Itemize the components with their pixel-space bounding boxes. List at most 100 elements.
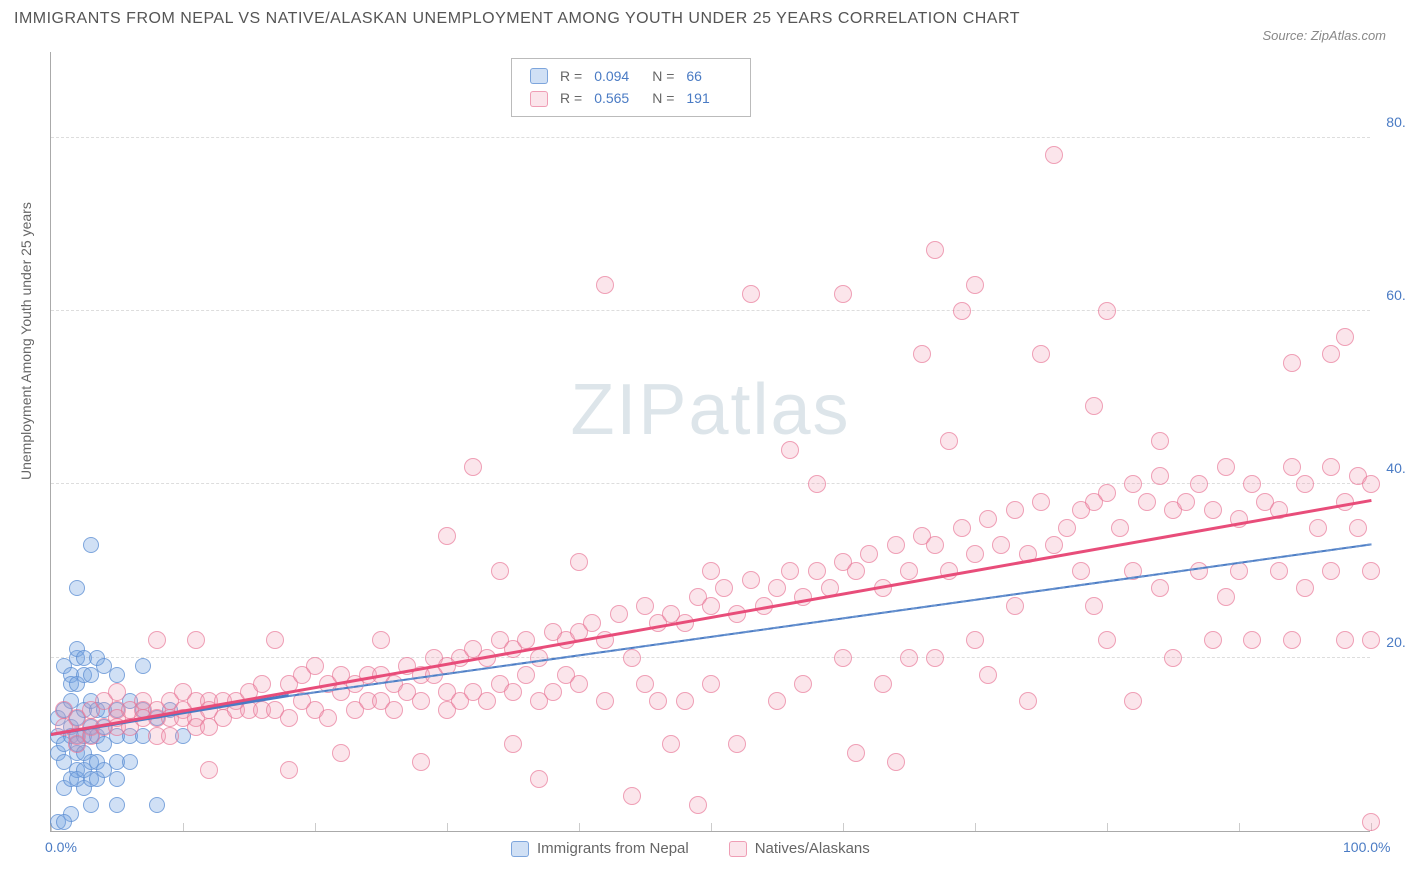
data-point: [1151, 467, 1169, 485]
x-tick: [711, 823, 712, 831]
y-tick-label: 20.0%: [1386, 634, 1406, 650]
data-point: [1032, 345, 1050, 363]
data-point: [280, 709, 298, 727]
data-point: [913, 345, 931, 363]
data-point: [504, 735, 522, 753]
data-point: [1362, 813, 1380, 831]
data-point: [649, 692, 667, 710]
data-point: [1283, 631, 1301, 649]
data-point: [781, 441, 799, 459]
data-point: [1217, 588, 1235, 606]
data-point: [1085, 597, 1103, 615]
data-point: [834, 649, 852, 667]
data-point: [583, 614, 601, 632]
data-point: [1243, 631, 1261, 649]
data-point: [860, 545, 878, 563]
data-point: [517, 666, 535, 684]
data-point: [900, 649, 918, 667]
x-tick-label: 0.0%: [45, 839, 77, 855]
data-point: [69, 580, 85, 596]
data-point: [1322, 345, 1340, 363]
data-point: [768, 692, 786, 710]
data-point: [992, 536, 1010, 554]
source-credit: Source: ZipAtlas.com: [1262, 28, 1386, 43]
data-point: [1019, 692, 1037, 710]
data-point: [676, 692, 694, 710]
data-point: [702, 562, 720, 580]
data-point: [1270, 562, 1288, 580]
data-point: [1006, 597, 1024, 615]
data-point: [544, 683, 562, 701]
data-point: [1190, 562, 1208, 580]
x-tick: [315, 823, 316, 831]
data-point: [834, 285, 852, 303]
data-point: [702, 675, 720, 693]
data-point: [570, 553, 588, 571]
x-tick: [843, 823, 844, 831]
data-point: [728, 735, 746, 753]
data-point: [1283, 354, 1301, 372]
data-point: [623, 649, 641, 667]
data-point: [1138, 493, 1156, 511]
data-point: [1362, 631, 1380, 649]
x-tick: [183, 823, 184, 831]
data-point: [953, 519, 971, 537]
data-point: [808, 562, 826, 580]
data-point: [847, 744, 865, 762]
x-tick: [1107, 823, 1108, 831]
data-point: [385, 701, 403, 719]
data-point: [1058, 519, 1076, 537]
data-point: [781, 562, 799, 580]
data-point: [966, 276, 984, 294]
data-point: [438, 527, 456, 545]
data-point: [794, 675, 812, 693]
data-point: [109, 771, 125, 787]
data-point: [108, 683, 126, 701]
data-point: [1098, 484, 1116, 502]
data-point: [1085, 397, 1103, 415]
data-point: [808, 475, 826, 493]
legend-item: Immigrants from Nepal: [511, 840, 689, 857]
data-point: [926, 241, 944, 259]
data-point: [596, 692, 614, 710]
data-point: [412, 692, 430, 710]
data-point: [1032, 493, 1050, 511]
data-point: [1045, 536, 1063, 554]
series-legend: Immigrants from NepalNatives/Alaskans: [511, 840, 870, 857]
y-tick-label: 60.0%: [1386, 287, 1406, 303]
data-point: [1217, 458, 1235, 476]
data-point: [926, 649, 944, 667]
data-point: [1296, 579, 1314, 597]
data-point: [253, 675, 271, 693]
data-point: [280, 761, 298, 779]
chart-title: IMMIGRANTS FROM NEPAL VS NATIVE/ALASKAN …: [14, 10, 1020, 28]
data-point: [83, 797, 99, 813]
data-point: [1349, 519, 1367, 537]
data-point: [1322, 562, 1340, 580]
data-point: [109, 797, 125, 813]
x-tick: [1239, 823, 1240, 831]
data-point: [887, 536, 905, 554]
data-point: [742, 571, 760, 589]
data-point: [742, 285, 760, 303]
data-point: [979, 666, 997, 684]
data-point: [306, 657, 324, 675]
data-point: [953, 302, 971, 320]
data-point: [122, 754, 138, 770]
data-point: [570, 675, 588, 693]
data-point: [1124, 692, 1142, 710]
data-point: [148, 631, 166, 649]
data-point: [847, 562, 865, 580]
watermark: ZIPatlas: [570, 369, 850, 451]
data-point: [1190, 475, 1208, 493]
data-point: [1336, 631, 1354, 649]
data-point: [1283, 458, 1301, 476]
data-point: [1177, 493, 1195, 511]
data-point: [1098, 631, 1116, 649]
trend-line: [51, 499, 1372, 736]
data-point: [966, 631, 984, 649]
data-point: [1124, 475, 1142, 493]
data-point: [332, 744, 350, 762]
data-point: [504, 683, 522, 701]
data-point: [979, 510, 997, 528]
